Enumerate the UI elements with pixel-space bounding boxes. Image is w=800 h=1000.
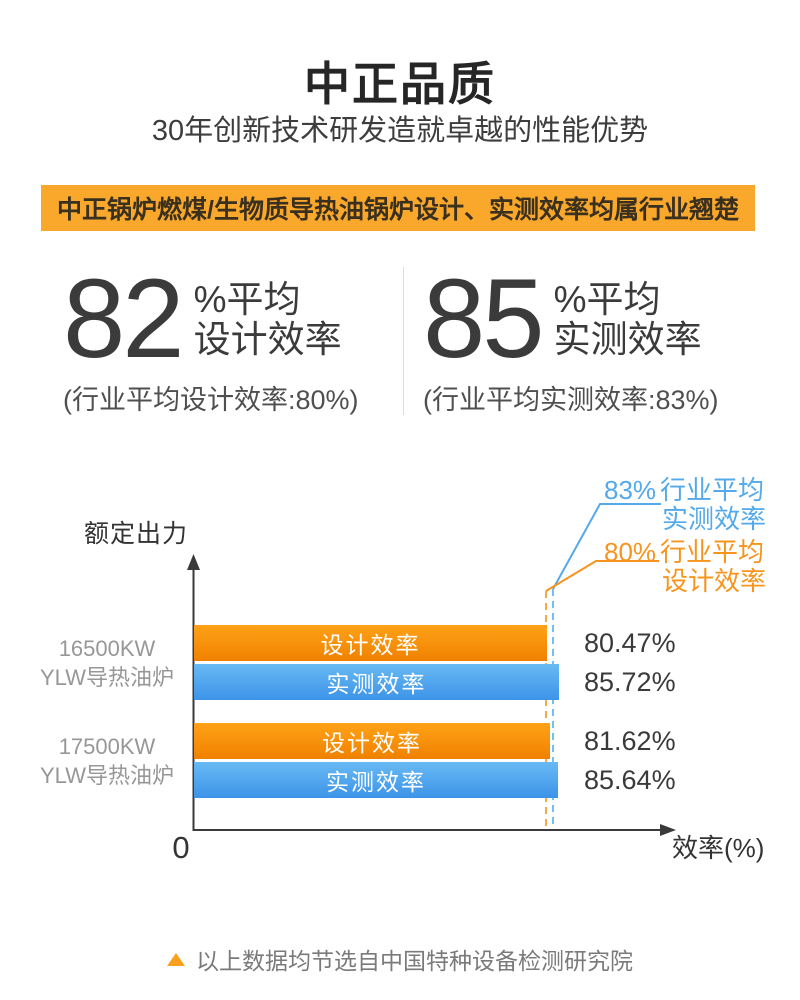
stat-design-efficiency: 82 %平均 设计效率 (行业平均设计效率:80%) [63, 256, 359, 417]
y-axis-label: 额定出力 [84, 520, 189, 548]
stat-number-design: 82 [63, 256, 185, 381]
bar-measured-16500: 实测效率 [194, 664, 559, 700]
page-title: 中正品质 [304, 58, 496, 110]
bar-label: 设计效率 [322, 730, 422, 756]
bar-design-17500: 设计效率 [194, 723, 550, 759]
stat-label-design: 设计效率 [193, 319, 342, 360]
origin-label: 0 [172, 830, 190, 865]
stats-divider [403, 267, 404, 415]
category-label-17500kw: 17500KW YLW导热油炉 [39, 734, 175, 788]
y-axis-arrow-icon [187, 554, 200, 570]
stat-number-measured: 85 [423, 256, 545, 381]
value-label-design-17500: 81.62% [584, 726, 676, 756]
footer: 以上数据均节选自中国特种设备检测研究院 [0, 942, 800, 976]
bar-measured-17500: 实测效率 [194, 762, 558, 798]
highlight-banner: 中正锅炉燃煤/生物质导热油锅炉设计、实测效率均属行业翘楚 [41, 185, 755, 231]
bar-label: 实测效率 [326, 671, 427, 697]
value-label-measured-16500: 85.72% [584, 667, 676, 697]
value-label-design-16500: 80.47% [584, 628, 676, 658]
stat-unit-design: %平均 [193, 279, 301, 320]
ref-pct-design: 80% [604, 537, 657, 567]
stat-caption-measured: (行业平均实测效率:83%) [423, 385, 719, 415]
footer-note: 以上数据均节选自中国特种设备检测研究院 [196, 948, 633, 974]
bar-label: 设计效率 [320, 632, 421, 658]
category-label-16500kw: 16500KW YLW导热油炉 [39, 636, 175, 690]
stat-unit-measured: %平均 [553, 279, 661, 320]
bar-design-16500: 设计效率 [194, 625, 547, 661]
ref-label-measured-avg: 83% 行业平均 实测效率 [604, 475, 767, 534]
value-label-measured-17500: 85.64% [584, 765, 676, 795]
x-axis-label: 效率(%) [672, 833, 765, 863]
stat-measured-efficiency: 85 %平均 实测效率 (行业平均实测效率:83%) [423, 256, 719, 417]
stat-label-measured: 实测效率 [553, 319, 702, 360]
triangle-icon [167, 952, 185, 966]
bar-label: 实测效率 [326, 769, 426, 795]
ref-label-design-avg: 80% 行业平均 设计效率 [604, 537, 767, 596]
stat-caption-design: (行业平均设计效率:80%) [63, 385, 359, 415]
ref-pct-measured: 83% [604, 475, 657, 505]
page-subtitle: 30年创新技术研发造就卓越的性能优势 [151, 115, 649, 147]
